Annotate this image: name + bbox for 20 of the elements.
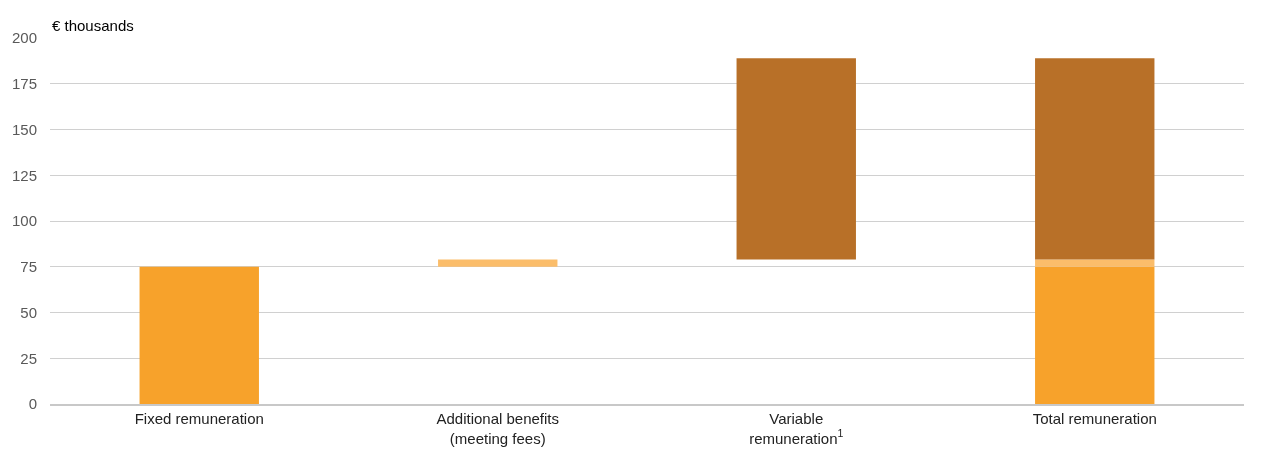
x-tick-label: Fixed remuneration — [134, 410, 264, 427]
y-tick-label: 0 — [28, 395, 37, 413]
y-tick-label: 50 — [20, 303, 37, 321]
y-tick-label: 100 — [11, 212, 37, 230]
bar — [736, 58, 856, 260]
bar — [1035, 58, 1155, 260]
bar — [438, 259, 558, 267]
y-tick-label: 175 — [11, 75, 37, 92]
x-tick-label: Variable remuneration$^{1}$ — [749, 410, 844, 447]
y-tick-label: 125 — [11, 166, 37, 184]
x-tick-label: Additional benefits (meeting fees) — [436, 410, 560, 447]
y-tick-label: 200 — [11, 29, 37, 47]
y-axis-title: € thousands — [52, 17, 134, 34]
bar — [1035, 259, 1155, 267]
x-tick-label: Total remuneration — [1032, 410, 1157, 427]
y-tick-label: 25 — [20, 349, 37, 367]
bar — [1035, 266, 1155, 404]
bar — [139, 266, 259, 404]
y-tick-label: 150 — [11, 120, 37, 138]
y-tick-label: 75 — [20, 258, 37, 275]
